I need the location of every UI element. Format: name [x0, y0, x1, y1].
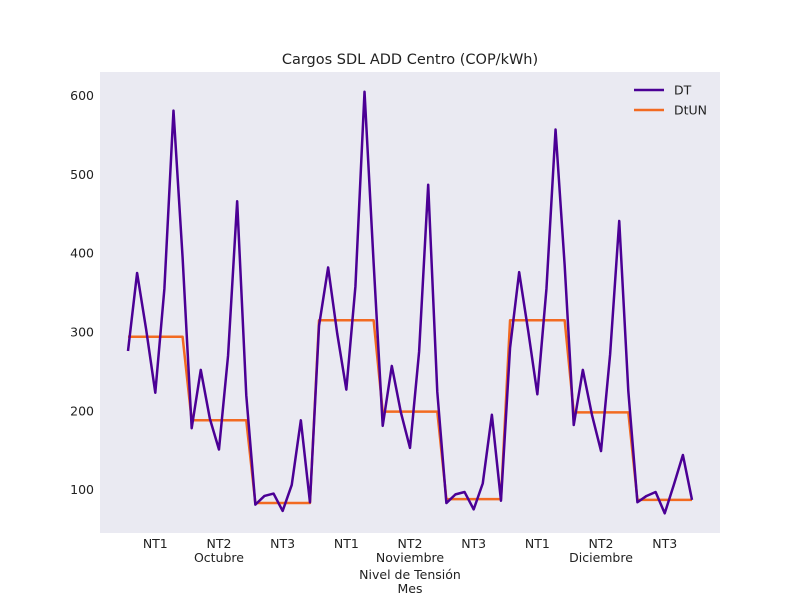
month-label: Octubre: [194, 550, 244, 565]
y-axis: 100 200 300 400 500 600: [70, 88, 94, 497]
y-tick-label: 500: [70, 167, 94, 182]
x-tick-label: NT1: [334, 536, 359, 551]
x-axis: NT1 NT2 NT3 NT1 NT2 NT3 NT1 NT2 NT3 Octubre Noviem…: [143, 536, 677, 565]
y-tick-label: 600: [70, 88, 94, 103]
x-tick-label: NT1: [143, 536, 168, 551]
x-tick-label: NT2: [206, 536, 231, 551]
x-axis-label: Nivel de Tensión: [359, 567, 461, 582]
plot-area: [100, 72, 720, 533]
x-tick-label: NT2: [589, 536, 614, 551]
y-tick-label: 200: [70, 403, 94, 418]
series-lines: [126, 90, 694, 515]
legend-label-dtun: DtUN: [674, 103, 707, 118]
x-tick-label: NT3: [270, 536, 295, 551]
series-line-dt: [126, 90, 694, 515]
y-tick-label: 100: [70, 482, 94, 497]
x-axis-label-secondary: Mes: [398, 581, 423, 596]
x-tick-label: NT1: [525, 536, 550, 551]
month-label: Noviembre: [376, 550, 445, 565]
chart-title: Cargos SDL ADD Centro (COP/kWh): [282, 52, 538, 68]
legend-label-dt: DT: [674, 83, 692, 98]
x-tick-label: NT2: [398, 536, 423, 551]
x-tick-label: NT3: [461, 536, 486, 551]
y-tick-label: 400: [70, 246, 94, 261]
legend: DT DtUN: [634, 83, 707, 118]
y-tick-label: 300: [70, 325, 94, 340]
month-label: Diciembre: [569, 550, 633, 565]
x-tick-label: NT3: [652, 536, 677, 551]
